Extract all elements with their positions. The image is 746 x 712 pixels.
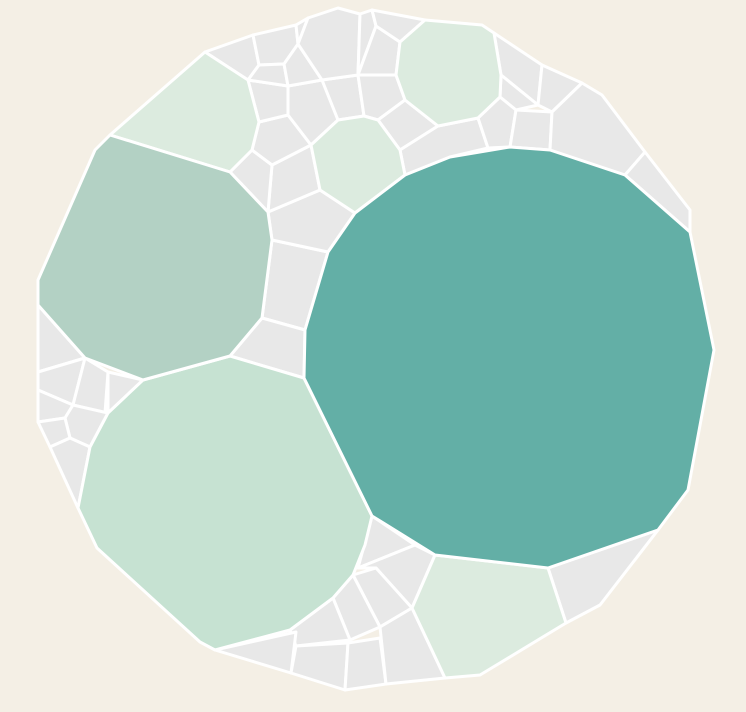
cell-c1 <box>302 145 716 570</box>
cell-c51 <box>343 636 388 692</box>
cell-c5 <box>394 18 503 128</box>
cell-group <box>36 6 716 692</box>
cell-c32 <box>508 108 554 152</box>
cell-c3 <box>36 133 274 382</box>
